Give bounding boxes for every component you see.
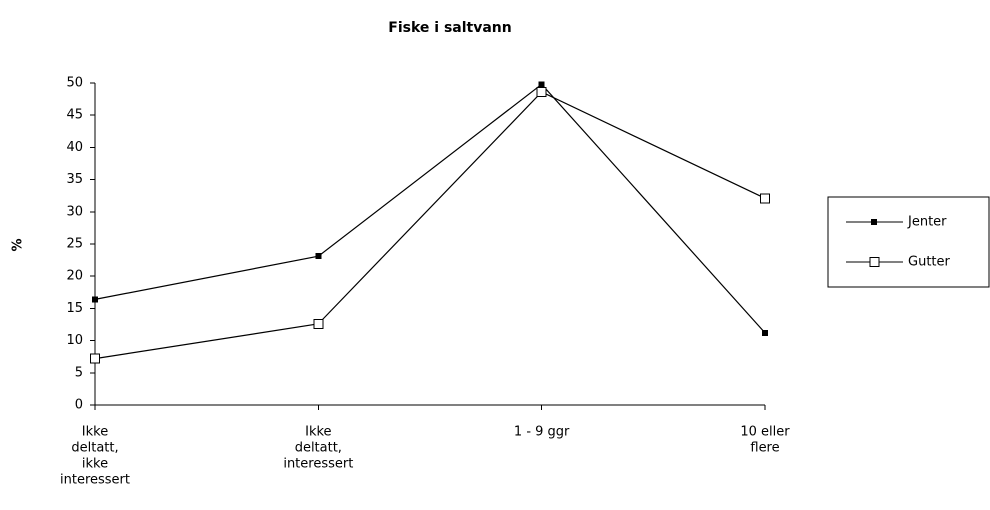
- x-tick-label: Ikke: [82, 425, 108, 440]
- point: [92, 296, 98, 303]
- y-tick-label: 25: [66, 237, 83, 252]
- y-tick-label: 45: [66, 108, 83, 123]
- point: [762, 329, 768, 336]
- point: [315, 253, 322, 260]
- y-tick-label: 30: [66, 204, 83, 219]
- point: [536, 87, 547, 98]
- point: [90, 353, 100, 364]
- y-tick-label: 50: [66, 76, 83, 91]
- x-tick-label: deltatt,: [295, 441, 342, 456]
- point: [313, 318, 324, 329]
- y-tick-label: 10: [66, 333, 83, 348]
- y-tick-label: 15: [66, 301, 83, 316]
- y-tick-label: 5: [75, 365, 83, 380]
- x-tick-label: flere: [750, 441, 779, 456]
- x-tick-label: 1 - 9 ggr: [514, 425, 570, 440]
- legend-box: [827, 196, 990, 288]
- x-tick-label: interessert: [283, 457, 353, 472]
- chart-title: Fiske i saltvann: [388, 20, 511, 36]
- y-tick-label: 40: [66, 140, 83, 155]
- legend-marker: [871, 219, 877, 225]
- y-tick-label: 0: [75, 398, 83, 413]
- x-tick-label: deltatt,: [71, 441, 118, 456]
- legend-label: Jenter: [907, 215, 947, 230]
- point: [538, 81, 545, 88]
- y-tick-label: 35: [66, 172, 83, 187]
- x-tick-label: 10 eller: [740, 425, 790, 440]
- legend-label: Gutter: [908, 255, 951, 270]
- series-line: [94, 91, 766, 360]
- point: [760, 193, 770, 204]
- x-tick-label: interessert: [60, 473, 130, 488]
- series-line: [94, 83, 766, 334]
- x-tick-label: Ikke: [305, 425, 331, 440]
- legend-marker: [869, 257, 880, 267]
- y-tick-label: 20: [66, 269, 83, 284]
- y-axis-label: %: [11, 238, 26, 251]
- x-tick-label: ikke: [82, 457, 108, 472]
